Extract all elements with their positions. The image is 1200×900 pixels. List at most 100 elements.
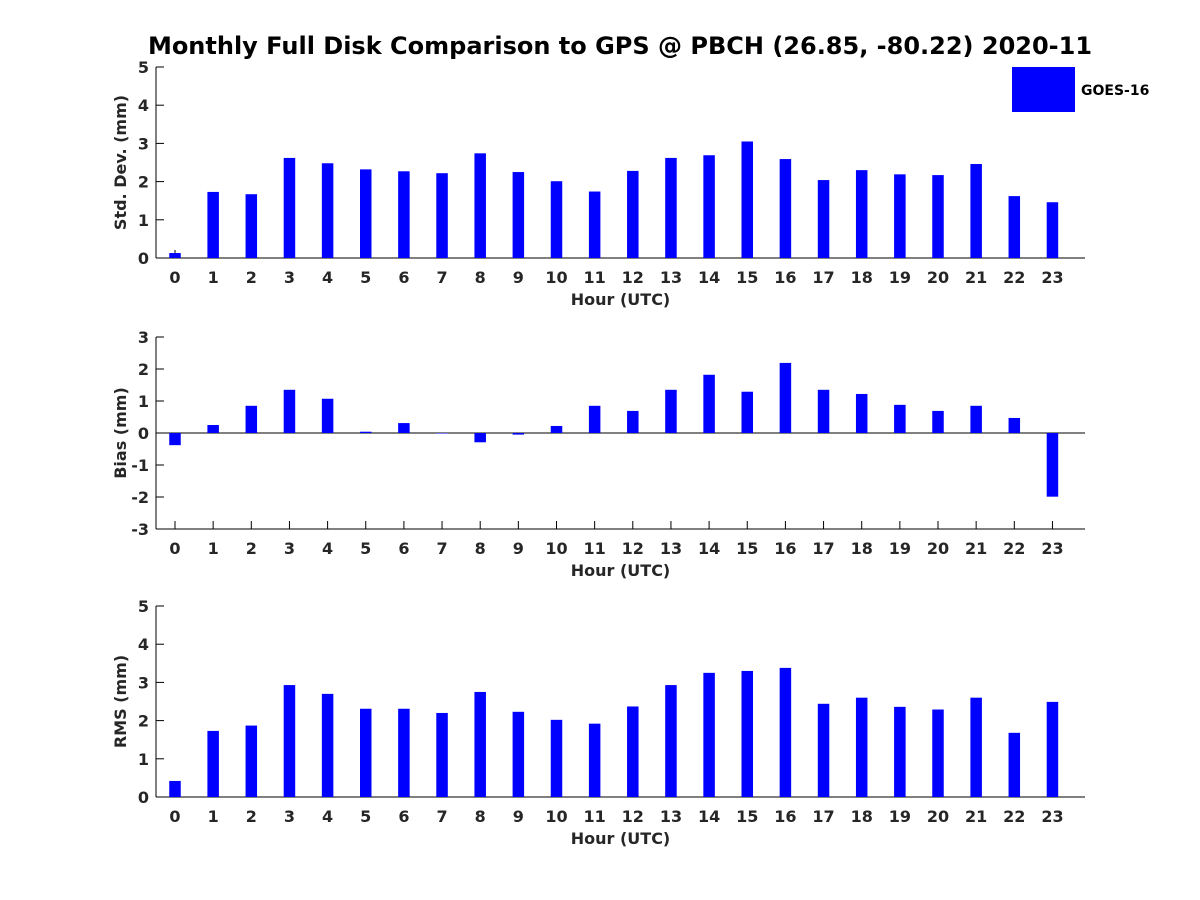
- bar: [1008, 417, 1021, 433]
- bar: [398, 708, 410, 797]
- y-tick-label: -2: [131, 488, 149, 507]
- bar: [588, 723, 601, 797]
- bar: [703, 374, 715, 433]
- bar: [398, 171, 410, 258]
- bar: [741, 670, 753, 797]
- bar: [855, 170, 868, 258]
- bar: [932, 709, 944, 797]
- x-tick-label: 13: [660, 807, 682, 826]
- x-tick-label: 1: [208, 539, 219, 558]
- bar: [207, 730, 219, 797]
- x-tick-label: 6: [398, 539, 409, 558]
- x-tick-label: 12: [622, 539, 644, 558]
- legend: GOES-16: [1012, 67, 1149, 112]
- bar: [779, 159, 792, 258]
- bar: [436, 173, 448, 258]
- bar: [665, 685, 677, 797]
- x-tick-label: 2: [246, 539, 257, 558]
- bar: [550, 719, 563, 797]
- x-tick-label: 20: [927, 807, 949, 826]
- bar: [817, 389, 830, 433]
- x-tick-label: 12: [622, 807, 644, 826]
- bar: [779, 362, 792, 433]
- y-tick-label: 0: [138, 788, 149, 807]
- x-tick-label: 8: [475, 268, 486, 287]
- bar: [703, 672, 715, 797]
- y-tick-label: 0: [138, 424, 149, 443]
- legend-label: GOES-16: [1081, 83, 1149, 99]
- x-tick-label: 16: [774, 539, 796, 558]
- bar: [512, 172, 525, 258]
- bar: [550, 181, 563, 258]
- x-tick-label: 0: [169, 807, 180, 826]
- y-tick-label: 4: [138, 96, 149, 115]
- y-tick-label: 0: [138, 249, 149, 268]
- bar: [283, 685, 296, 797]
- x-tick-label: 9: [513, 807, 524, 826]
- x-tick-label: 13: [660, 268, 682, 287]
- bar: [550, 425, 563, 433]
- x-tick-label: 7: [436, 807, 447, 826]
- y-tick-label: 1: [138, 392, 149, 411]
- x-tick-label: 8: [475, 539, 486, 558]
- x-tick-label: 6: [398, 268, 409, 287]
- bar: [474, 433, 486, 443]
- x-tick-label: 14: [698, 807, 720, 826]
- x-tick-label: 22: [1003, 268, 1025, 287]
- x-tick-label: 5: [360, 807, 371, 826]
- x-tick-label: 23: [1041, 268, 1063, 287]
- x-tick-label: 23: [1041, 807, 1063, 826]
- bar: [627, 410, 639, 433]
- x-tick-label: 7: [436, 539, 447, 558]
- legend-swatch: [1012, 67, 1075, 112]
- x-tick-label: 20: [927, 268, 949, 287]
- bar: [474, 691, 486, 797]
- x-tick-label: 19: [889, 539, 911, 558]
- x-tick-label: 11: [584, 807, 606, 826]
- bar: [169, 253, 181, 258]
- bar: [436, 712, 448, 797]
- bar: [627, 170, 639, 258]
- bar: [169, 433, 181, 446]
- bar: [741, 141, 753, 258]
- x-tick-label: 1: [208, 807, 219, 826]
- x-tick-label: 19: [889, 807, 911, 826]
- y-tick-label: 2: [138, 712, 149, 731]
- chart-title: Monthly Full Disk Comparison to GPS @ PB…: [148, 32, 1092, 60]
- bar: [932, 175, 944, 258]
- bar: [245, 725, 258, 797]
- x-tick-label: 3: [284, 539, 295, 558]
- bar: [207, 191, 219, 258]
- x-tick-label: 22: [1003, 539, 1025, 558]
- x-tick-label: 22: [1003, 807, 1025, 826]
- x-tick-label: 10: [545, 539, 567, 558]
- x-tick-label: 9: [513, 539, 524, 558]
- x-tick-label: 23: [1041, 539, 1063, 558]
- bar: [512, 433, 525, 435]
- x-tick-label: 2: [246, 807, 257, 826]
- bar: [245, 194, 258, 258]
- bar: [321, 398, 334, 433]
- bar: [283, 389, 296, 433]
- x-tick-label: 20: [927, 539, 949, 558]
- bar: [970, 164, 982, 258]
- bar: [932, 410, 944, 433]
- x-tick-label: 0: [169, 539, 180, 558]
- y-tick-label: -3: [131, 520, 149, 539]
- x-tick-label: 17: [812, 539, 834, 558]
- bar: [588, 191, 601, 258]
- x-tick-label: 18: [851, 539, 873, 558]
- y-tick-label: 1: [138, 211, 149, 230]
- bar: [894, 706, 906, 797]
- x-tick-label: 2: [246, 268, 257, 287]
- bar: [1046, 202, 1059, 258]
- x-tick-label: 0: [169, 268, 180, 287]
- x-tick-label: 10: [545, 268, 567, 287]
- x-axis-label: Hour (UTC): [571, 829, 671, 848]
- x-tick-label: 21: [965, 807, 987, 826]
- x-tick-label: 3: [284, 807, 295, 826]
